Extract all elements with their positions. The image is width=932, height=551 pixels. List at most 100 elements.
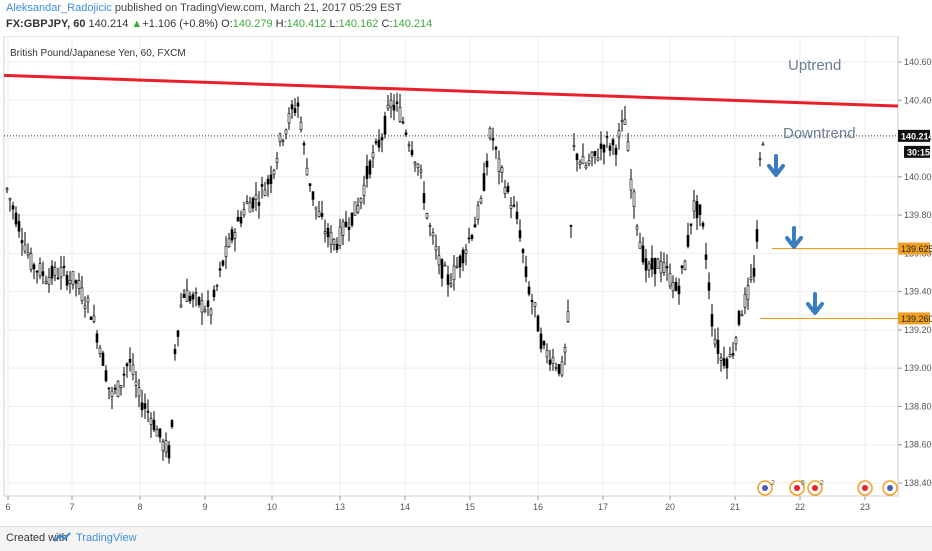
countdown-tag [904,145,930,158]
candle-bearish [527,286,531,295]
x-tick-label: 6 [5,502,10,512]
candle-bullish [572,145,576,147]
candle-bullish [386,104,390,109]
candle-bearish [611,139,615,146]
candle-bearish [95,333,99,343]
candle-bullish [584,165,588,169]
footer: Created with TradingView [0,526,932,551]
candle-bullish [209,308,213,316]
candles [5,92,765,464]
event-flag-icon [762,485,768,491]
x-tick-label: 15 [465,502,475,512]
last-price-tag [898,129,930,142]
candle-bearish [74,280,78,284]
candle-bearish [212,289,216,298]
candle-bearish [17,221,21,232]
candle-bearish [326,227,330,238]
x-tick-label: 14 [400,502,410,512]
candle-bearish [350,212,354,226]
candle-bearish [608,145,612,151]
candle-bearish [173,349,177,355]
candle-bearish [158,428,162,438]
candle-bearish [470,235,474,239]
candle-bearish [704,254,708,260]
arrow-head [767,164,785,177]
candle-bearish [50,265,54,279]
candle-bullish [554,367,558,369]
candle-bearish [575,153,579,161]
candle-bullish [590,151,594,159]
level-price-label: 139.260 [901,314,932,324]
candle-bearish [731,353,735,356]
plot-frame [3,36,899,497]
candle-bearish [374,141,378,144]
candle-bullish [224,245,228,257]
candle-bullish [371,152,375,158]
candle-bullish [425,213,429,219]
candle-bullish [398,106,402,122]
candle-bullish [323,231,327,234]
candle-bullish [53,267,57,276]
price-axis[interactable]: 140.600140.400140.200140.000139.800139.6… [898,57,932,488]
candle-bearish [395,101,399,104]
event-flag-icon [812,485,818,491]
candle-bullish [332,238,336,245]
candle-bullish [356,205,360,213]
author-link[interactable]: Aleksandar_Radojicic [6,2,112,14]
candle-bullish [743,294,747,308]
down-arrow-icon [806,292,824,315]
candle-bullish [647,263,651,271]
candle-bearish [557,364,561,374]
candle-bullish [80,287,84,302]
up-arrow-icon: ▲ [131,18,143,30]
tradingview-link[interactable]: TradingView [76,532,137,544]
candle-bullish [620,120,624,122]
candle-bearish [14,212,18,225]
candle-bearish [35,270,39,273]
candle-bearish [170,420,174,427]
candle-bullish [668,273,672,287]
candle-bullish [23,244,27,252]
candle-bearish [320,213,324,217]
candle-bearish [689,223,693,226]
low-label: L: [329,18,339,30]
candle-bearish [593,151,597,157]
candle-bearish [32,264,36,270]
candle-bullish [428,225,432,227]
candle-bullish [299,121,303,130]
candle-bearish [101,352,105,366]
candle-bullish [503,187,507,194]
created-with: Created with [6,532,68,544]
candle-bearish [383,115,387,135]
candle-bearish [716,339,720,354]
event-flag-icon [794,485,800,491]
candle-bullish [734,337,738,345]
candle-bullish [509,205,513,209]
candle-bullish [638,241,642,249]
candle-bullish [596,157,600,161]
candle-bullish [626,141,630,152]
candle-bullish [59,267,63,278]
candle-bearish [752,267,756,277]
candle-bearish [530,299,534,303]
candle-bullish [83,305,87,309]
candle-bearish [539,333,543,349]
change: +1.106 (+0.8%) [142,18,219,30]
candle-bullish [728,354,732,358]
candle-bearish [644,258,648,271]
candle-bullish [233,232,237,239]
candle-bullish [116,380,120,397]
candle-bullish [86,297,90,303]
candle-bullish [194,292,198,295]
candle-bearish [515,211,519,220]
candle-bullish [545,350,549,358]
price-chart[interactable]: Uptrend Downtrend 2 5 2 British Pound/Japane… [0,36,932,526]
resistance-trendline [3,73,899,108]
candle-bullish [68,279,72,284]
candle-bearish [653,257,657,275]
candle-bearish [146,410,150,413]
x-tick-label: 9 [202,502,207,512]
candle-bullish [161,441,165,452]
time-axis[interactable]: 6 7 8 9 10 13 14 15 16 17 20 21 22 23 [5,496,870,512]
candle-bullish [314,206,318,210]
